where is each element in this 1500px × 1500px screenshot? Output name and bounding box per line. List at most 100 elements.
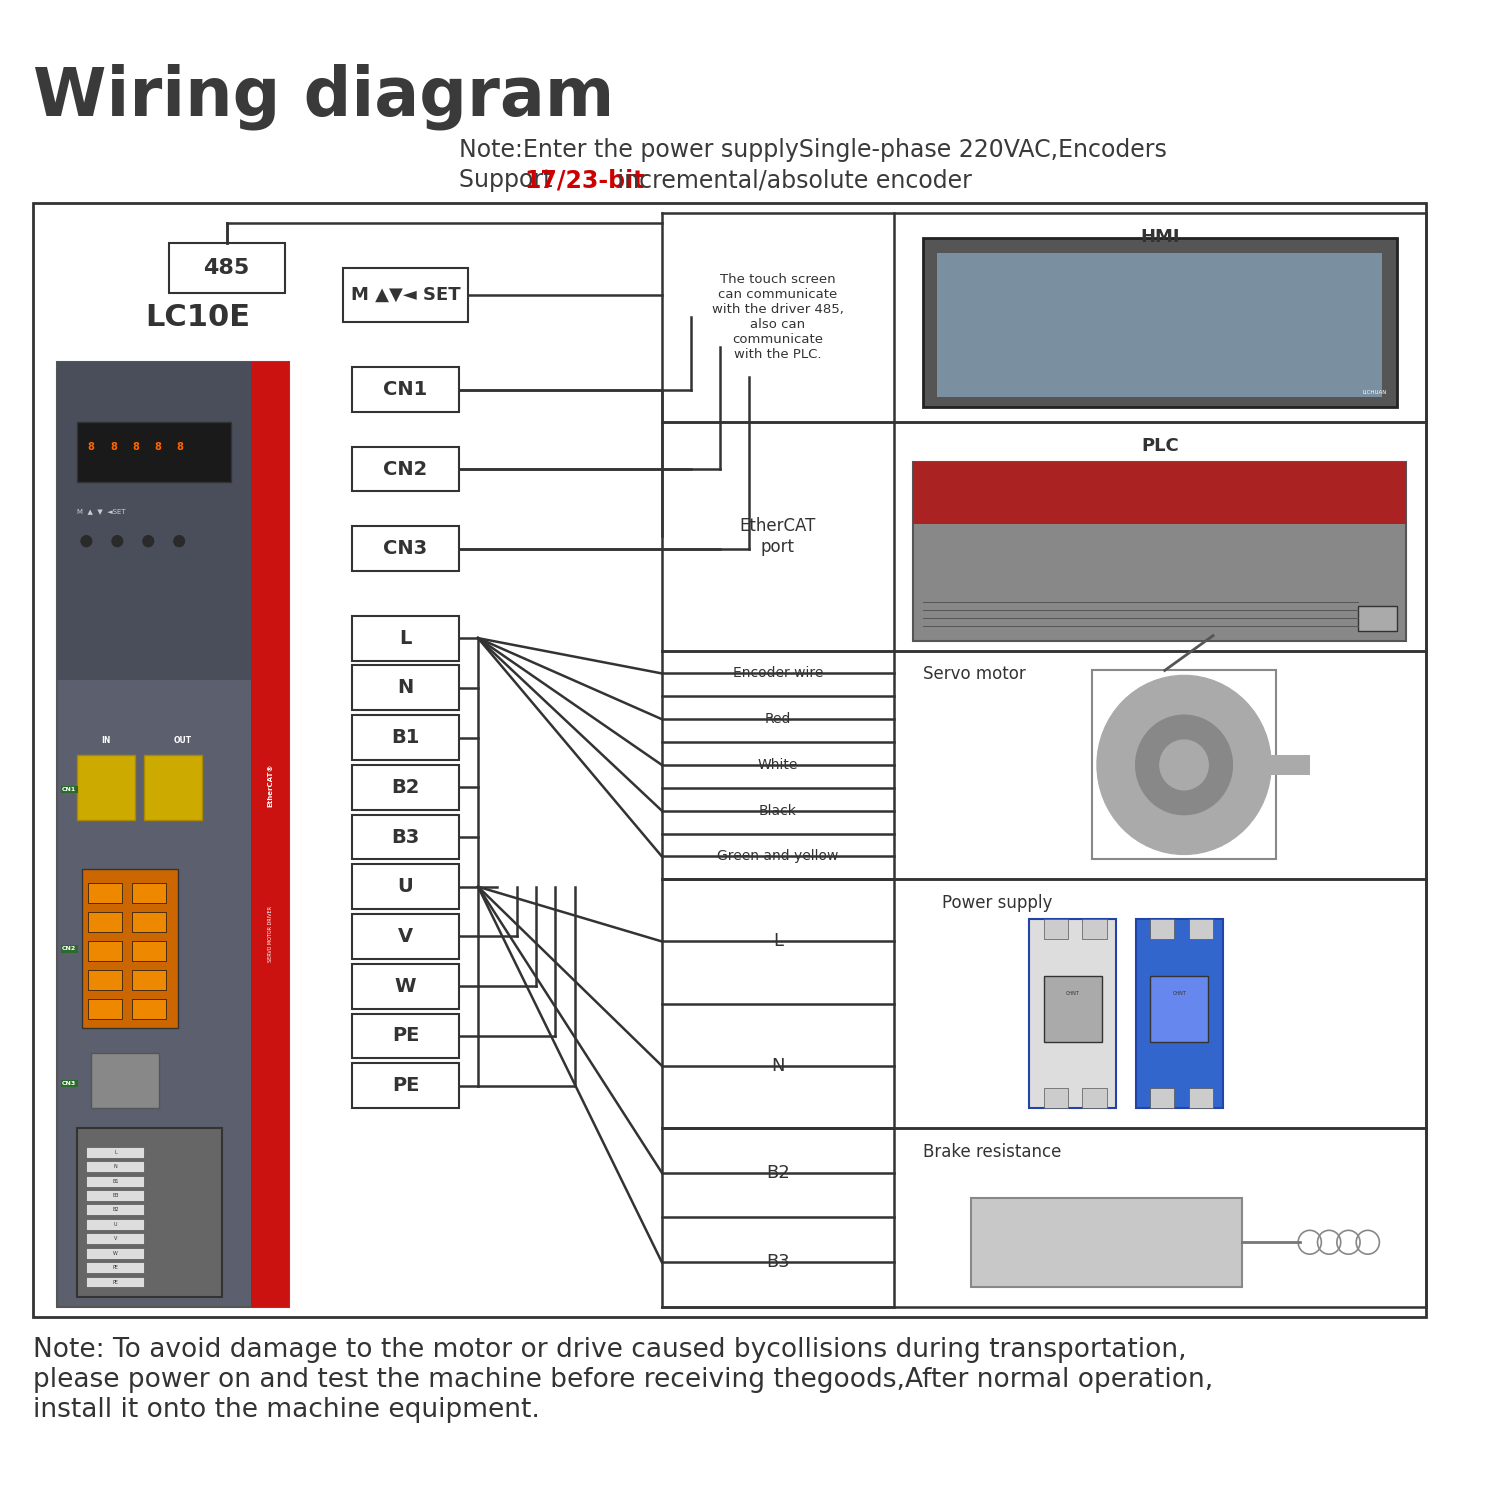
Text: U: U	[398, 878, 414, 896]
Bar	[352, 1014, 459, 1059]
Bar	[76, 754, 135, 819]
Text: B3: B3	[112, 1192, 118, 1198]
Bar	[1044, 920, 1068, 939]
Bar	[132, 884, 165, 903]
Text: 485: 485	[204, 258, 249, 278]
Text: PE: PE	[392, 1026, 418, 1045]
Bar	[1083, 1088, 1107, 1108]
Circle shape	[81, 536, 92, 546]
Text: LICHUAN: LICHUAN	[1364, 390, 1388, 394]
Text: N: N	[398, 678, 414, 698]
Bar	[132, 970, 165, 990]
Text: Black: Black	[759, 804, 796, 818]
Circle shape	[1136, 716, 1233, 815]
Text: CN1: CN1	[384, 380, 427, 399]
Bar	[1150, 1088, 1174, 1108]
Bar	[1092, 670, 1276, 859]
Text: White: White	[758, 758, 798, 772]
Bar	[1150, 975, 1208, 1042]
Text: CN3: CN3	[384, 538, 427, 558]
Bar	[1044, 975, 1102, 1042]
Text: EtherCAT®: EtherCAT®	[267, 764, 273, 807]
Bar	[88, 999, 122, 1018]
Bar	[1190, 920, 1214, 939]
Bar	[132, 940, 165, 962]
Bar	[88, 912, 122, 932]
Text: CHNT: CHNT	[1173, 992, 1186, 996]
Text: Servo motor: Servo motor	[922, 666, 1026, 684]
Text: L: L	[399, 628, 411, 648]
Bar	[87, 1190, 144, 1202]
Text: 8: 8	[88, 441, 94, 452]
Text: B2: B2	[392, 778, 420, 796]
Bar	[352, 815, 459, 860]
Bar	[352, 765, 459, 810]
Bar	[352, 864, 459, 909]
Bar	[1190, 1088, 1214, 1108]
Bar	[922, 238, 1396, 406]
Text: PLC: PLC	[1142, 436, 1179, 454]
Text: U: U	[114, 1222, 117, 1227]
Bar	[87, 1148, 144, 1158]
Bar	[914, 462, 1407, 640]
Bar	[1044, 1088, 1068, 1108]
Text: IN: IN	[100, 735, 111, 744]
Text: CN2: CN2	[62, 946, 76, 951]
Bar	[57, 362, 290, 681]
Bar	[87, 1276, 144, 1287]
Text: N: N	[114, 1164, 117, 1168]
Text: Note: To avoid damage to the motor or drive caused bycollisions during transport: Note: To avoid damage to the motor or dr…	[33, 1336, 1214, 1422]
Bar	[76, 1128, 222, 1298]
Text: Encoder wire: Encoder wire	[732, 666, 824, 681]
Bar	[352, 447, 459, 492]
Circle shape	[142, 536, 153, 546]
Text: 8: 8	[177, 441, 183, 452]
Bar	[87, 1176, 144, 1186]
Bar	[251, 362, 290, 1306]
Text: 8: 8	[110, 441, 117, 452]
Bar	[88, 970, 122, 990]
Bar	[352, 666, 459, 710]
Text: HMI: HMI	[1140, 228, 1179, 246]
Text: 17/23-bit: 17/23-bit	[525, 168, 645, 192]
Bar	[972, 1197, 1242, 1287]
Text: V: V	[114, 1236, 117, 1242]
Text: B2: B2	[112, 1208, 118, 1212]
Bar	[87, 1233, 144, 1244]
Text: CN2: CN2	[384, 459, 427, 478]
Text: Power supply: Power supply	[942, 894, 1053, 912]
Bar	[57, 362, 290, 1306]
Bar	[92, 1053, 159, 1108]
Bar	[352, 368, 459, 413]
Bar	[1029, 920, 1116, 1108]
Circle shape	[1096, 675, 1270, 855]
Bar	[88, 884, 122, 903]
Text: W: W	[112, 1251, 118, 1256]
Text: B3: B3	[392, 828, 420, 846]
Text: 8: 8	[154, 441, 162, 452]
Bar	[87, 1262, 144, 1274]
Text: W: W	[394, 976, 417, 996]
Text: Wiring diagram: Wiring diagram	[33, 64, 615, 130]
Text: Green and yellow: Green and yellow	[717, 849, 839, 864]
Text: 8: 8	[132, 441, 140, 452]
Bar	[1136, 920, 1222, 1108]
Text: M ▲▼◄ SET: M ▲▼◄ SET	[351, 286, 460, 304]
Text: Red: Red	[765, 712, 790, 726]
Bar	[144, 754, 202, 819]
Text: L: L	[772, 933, 783, 951]
Text: EtherCAT
port: EtherCAT port	[740, 518, 816, 555]
Bar	[1270, 754, 1310, 776]
Bar	[352, 615, 459, 660]
Bar	[352, 1064, 459, 1108]
Bar	[87, 1204, 144, 1215]
Bar	[938, 254, 1383, 398]
Text: PE: PE	[112, 1264, 118, 1270]
Bar	[76, 422, 231, 482]
Circle shape	[112, 536, 123, 546]
Bar	[88, 940, 122, 962]
Text: V: V	[398, 927, 412, 946]
Text: B1: B1	[392, 728, 420, 747]
Bar	[87, 1220, 144, 1230]
Text: Brake resistance: Brake resistance	[922, 1143, 1062, 1161]
